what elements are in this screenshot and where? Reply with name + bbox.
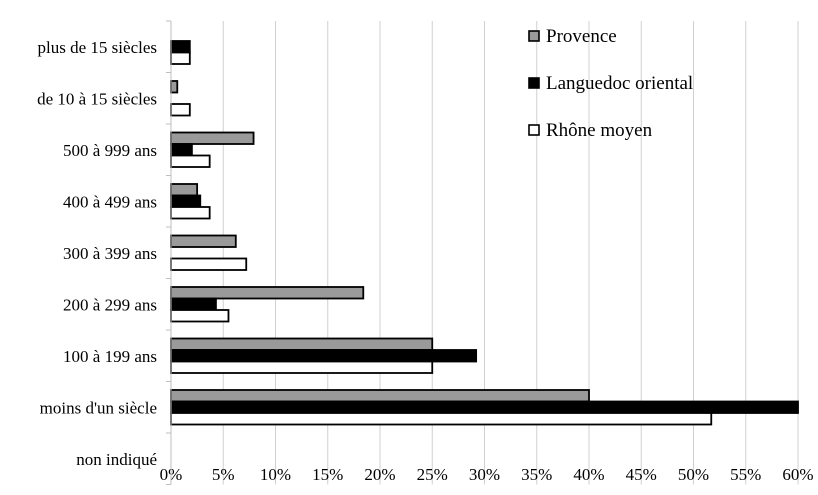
x-tick-label: 40%: [573, 465, 604, 484]
bar: [170, 309, 230, 323]
y-category-label: de 10 à 15 siècles: [37, 89, 157, 108]
x-tick-label: 55%: [730, 465, 761, 484]
x-tick-label: 25%: [417, 465, 448, 484]
legend-swatch: [528, 77, 540, 89]
y-category-label: non indiqué: [76, 450, 157, 469]
y-category-label: 100 à 199 ans: [63, 347, 157, 366]
bar: [170, 80, 179, 94]
bar: [170, 234, 237, 248]
bar: [170, 206, 211, 220]
x-tick-label: 60%: [782, 465, 813, 484]
bar: [170, 400, 799, 414]
legend-swatch: [528, 124, 540, 136]
bars: [170, 40, 799, 426]
x-tick-label: 50%: [678, 465, 709, 484]
bar: [170, 297, 217, 311]
axes: 0% 5% 10% 15% 20% 25% 30% 35% 40% 45% 50% 55% 60%plu…: [37, 20, 814, 485]
bar: [170, 389, 590, 403]
bar: [170, 143, 193, 157]
bar: [170, 349, 478, 363]
legend-swatch: [528, 30, 540, 42]
x-tick-label: 30%: [469, 465, 500, 484]
bar: [170, 360, 434, 374]
bar: [170, 337, 434, 351]
bar: [170, 183, 199, 197]
y-category-label: 400 à 499 ans: [63, 192, 157, 211]
legend-label: Languedoc oriental: [546, 73, 693, 94]
y-category-label: moins d'un siècle: [40, 398, 157, 417]
x-tick-label: 10%: [260, 465, 291, 484]
bar: [170, 286, 365, 300]
bar: [170, 51, 191, 65]
bar: [170, 131, 255, 145]
legend-label: Provence: [546, 26, 617, 47]
bar: [170, 40, 191, 54]
y-category-label: plus de 15 siècles: [38, 38, 157, 57]
x-tick-label: 45%: [626, 465, 657, 484]
legend: Provence Languedoc oriental Rhône moyen: [528, 26, 693, 141]
y-category-label: 300 à 399 ans: [63, 244, 157, 263]
legend-label: Rhône moyen: [546, 120, 653, 141]
bar: [170, 412, 713, 426]
y-category-label: 500 à 999 ans: [63, 141, 157, 160]
x-tick-label: 15%: [312, 465, 343, 484]
x-tick-label: 5%: [212, 465, 235, 484]
x-tick-label: 20%: [364, 465, 395, 484]
bar: [170, 257, 248, 271]
bar: [170, 103, 191, 117]
bar: [170, 154, 211, 168]
x-tick-label: 35%: [521, 465, 552, 484]
y-category-label: 200 à 299 ans: [63, 295, 157, 314]
bar: [170, 194, 202, 208]
